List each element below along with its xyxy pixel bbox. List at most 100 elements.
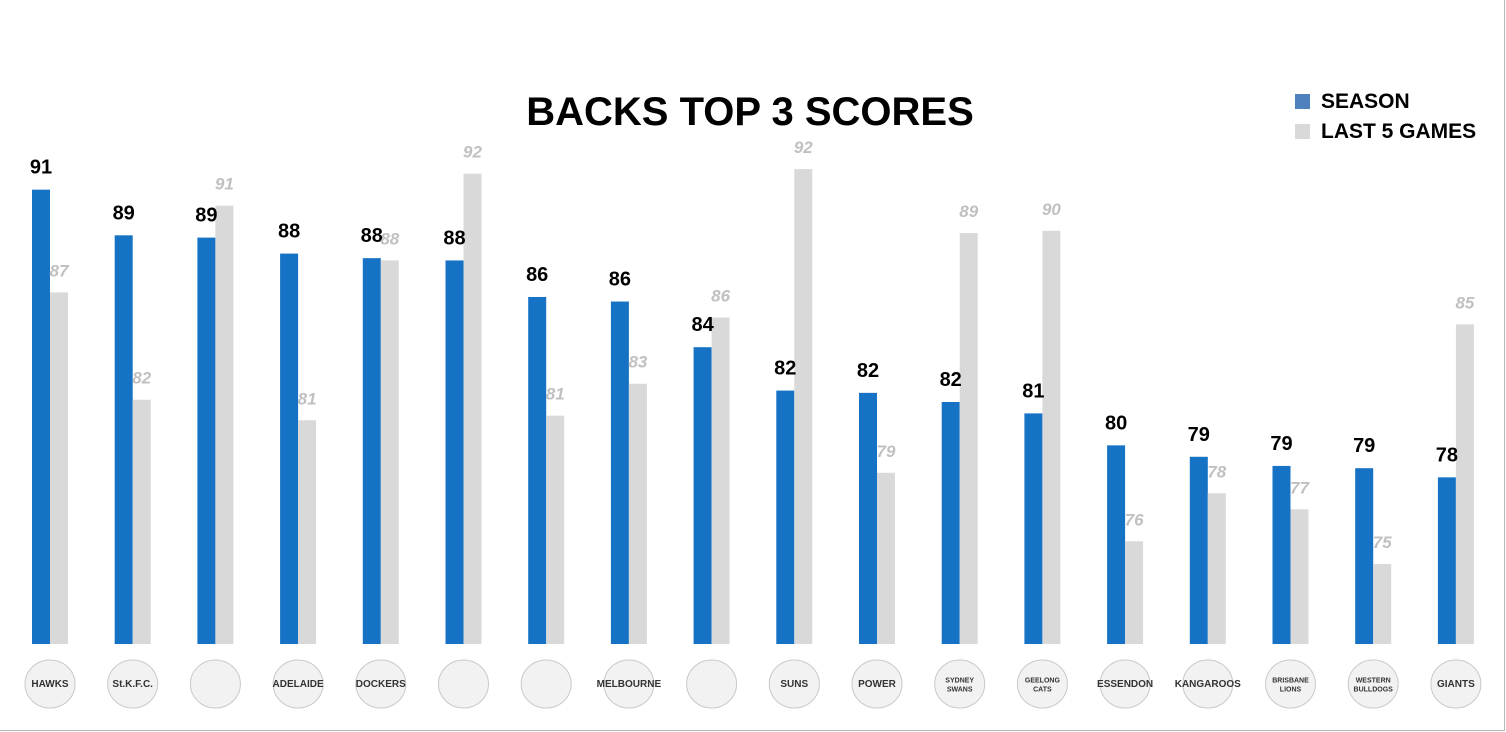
- label-last5-suns: 92: [794, 138, 813, 157]
- bar-last5-adelaide: [298, 420, 317, 644]
- bar-season-hawks: [32, 189, 50, 644]
- bar-season-carlton: [528, 296, 547, 644]
- label-last5-kangaroos: 78: [1207, 462, 1226, 481]
- label-last5-fremantle-dockers: 88: [380, 229, 399, 248]
- bar-last5-sydney-swans: [959, 233, 978, 645]
- label-last5-richmond: 91: [215, 175, 234, 194]
- gws-logo-text-0: GIANTS: [1437, 679, 1475, 690]
- label-season-western-bulldogs: 79: [1353, 435, 1375, 457]
- label-last5-western-bulldogs: 75: [1373, 533, 1392, 552]
- label-season-sydney-swans: 82: [940, 369, 962, 391]
- chart-title: BACKS TOP 3 SCORES: [526, 90, 974, 134]
- essendon-logo-icon: ESSENDON: [1097, 659, 1153, 709]
- collingwood-logo-icon: [438, 659, 489, 709]
- richmond-logo-icon: [189, 659, 241, 709]
- western-bulldogs-logo-text-1: BULLDOGS: [1354, 687, 1394, 694]
- label-last5-sydney-swans: 89: [959, 202, 978, 221]
- legend-label-season: SEASON: [1321, 90, 1410, 113]
- bar-last5-carlton: [546, 415, 565, 644]
- bar-season-west-coast: [693, 347, 712, 644]
- bar-last5-western-bulldogs: [1373, 564, 1392, 644]
- label-season-richmond: 89: [195, 205, 217, 227]
- hawks-logo-text-0: HAWKS: [31, 679, 69, 690]
- bar-season-suns: [776, 390, 795, 644]
- bar-season-giants: [1437, 477, 1456, 644]
- hawks-logo-icon: HAWKS: [24, 659, 76, 709]
- adelaide-logo-text-0: ADELAIDE: [273, 679, 324, 690]
- sydney-logo-text-1: SWANS: [947, 687, 973, 694]
- bar-last5-geelong-cats: [1042, 230, 1061, 644]
- label-season-collingwood: 88: [443, 227, 465, 249]
- bar-season-kangaroos: [1189, 456, 1208, 644]
- label-season-power: 82: [857, 360, 879, 382]
- brisbane-logo-text-1: LIONS: [1280, 687, 1302, 694]
- melbourne-logo-icon: MELBOURNE: [597, 659, 662, 709]
- melbourne-logo-text-0: MELBOURNE: [597, 679, 662, 690]
- bar-last5-west-coast: [711, 317, 730, 644]
- gws-logo-icon: GIANTS: [1430, 659, 1482, 709]
- legend-label-last5: LAST 5 GAMES: [1321, 120, 1476, 143]
- fremantle-logo-icon: DOCKERS: [355, 659, 407, 709]
- gold-coast-logo-text-0: SUNS: [780, 679, 808, 690]
- label-season-st-k-f-c: 89: [113, 202, 135, 224]
- west-coast-logo-icon: [686, 659, 738, 709]
- gold-coast-logo-icon: SUNS: [768, 659, 820, 709]
- label-last5-carlton: 81: [546, 385, 565, 404]
- bar-last5-kangaroos: [1207, 493, 1226, 644]
- label-season-adelaide: 88: [278, 221, 300, 243]
- bar-season-richmond: [197, 237, 216, 644]
- bar-last5-giants: [1455, 324, 1474, 644]
- label-last5-west-coast: 86: [711, 287, 730, 306]
- bar-season-melbourne: [610, 301, 629, 644]
- bars-group: [32, 169, 1474, 645]
- bar-season-sydney-swans: [941, 401, 960, 644]
- label-season-brisbane-lions: 79: [1270, 433, 1292, 455]
- label-last5-adelaide: 81: [298, 389, 317, 408]
- geelong-logo-text-0: GEELONG: [1025, 678, 1061, 685]
- label-season-suns: 82: [774, 358, 796, 380]
- bar-last5-brisbane-lions: [1290, 509, 1309, 644]
- bar-season-brisbane-lions: [1272, 465, 1291, 644]
- geelong-logo-text-1: CATS: [1033, 687, 1052, 694]
- bar-last5-suns: [794, 169, 813, 645]
- label-season-essendon: 80: [1105, 412, 1127, 434]
- st-kilda-logo-text-0: St.K.F.C.: [112, 679, 153, 690]
- label-season-fremantle-dockers: 88: [361, 225, 383, 247]
- bar-season-western-bulldogs: [1355, 468, 1374, 644]
- north-melbourne-logo-icon: KANGAROOS: [1175, 659, 1241, 709]
- label-season-melbourne: 86: [609, 269, 631, 291]
- bar-season-geelong-cats: [1024, 413, 1043, 644]
- fremantle-logo-text-0: DOCKERS: [356, 679, 406, 690]
- bar-last5-st-k-f-c: [132, 399, 151, 644]
- label-last5-melbourne: 83: [628, 353, 647, 372]
- bar-season-st-k-f-c: [114, 235, 133, 644]
- label-last5-hawks: 87: [50, 261, 70, 280]
- bar-last5-hawks: [50, 292, 68, 644]
- label-season-carlton: 86: [526, 264, 548, 286]
- bar-season-essendon: [1107, 445, 1126, 644]
- brisbane-logo-icon: BRISBANE LIONS: [1265, 659, 1316, 709]
- label-season-giants: 78: [1436, 444, 1458, 466]
- legend: SEASON LAST 5 GAMES: [1295, 90, 1476, 143]
- team-logos-group: HAWKS St.K.F.C. ADELAIDE DOCKERS MELBOURNE SU…: [24, 659, 1482, 709]
- bar-season-collingwood: [445, 260, 464, 644]
- bar-last5-fremantle-dockers: [380, 260, 399, 644]
- western-bulldogs-logo-text-0: WESTERN: [1356, 678, 1391, 685]
- label-last5-brisbane-lions: 77: [1290, 478, 1310, 497]
- bar-season-fremantle-dockers: [362, 258, 381, 644]
- label-last5-collingwood: 92: [463, 143, 482, 162]
- bar-last5-richmond: [215, 205, 234, 644]
- essendon-logo-text-0: ESSENDON: [1097, 679, 1153, 690]
- brisbane-logo-text-0: BRISBANE: [1272, 678, 1309, 685]
- bar-season-adelaide: [280, 253, 299, 644]
- label-last5-power: 79: [877, 442, 896, 461]
- label-last5-st-k-f-c: 82: [132, 369, 151, 388]
- legend-swatch-last5: [1295, 124, 1310, 139]
- sydney-logo-icon: SYDNEY SWANS: [934, 659, 986, 709]
- label-season-hawks: 91: [30, 157, 52, 179]
- port-adelaide-logo-icon: POWER: [851, 659, 903, 709]
- bar-season-power: [859, 392, 877, 644]
